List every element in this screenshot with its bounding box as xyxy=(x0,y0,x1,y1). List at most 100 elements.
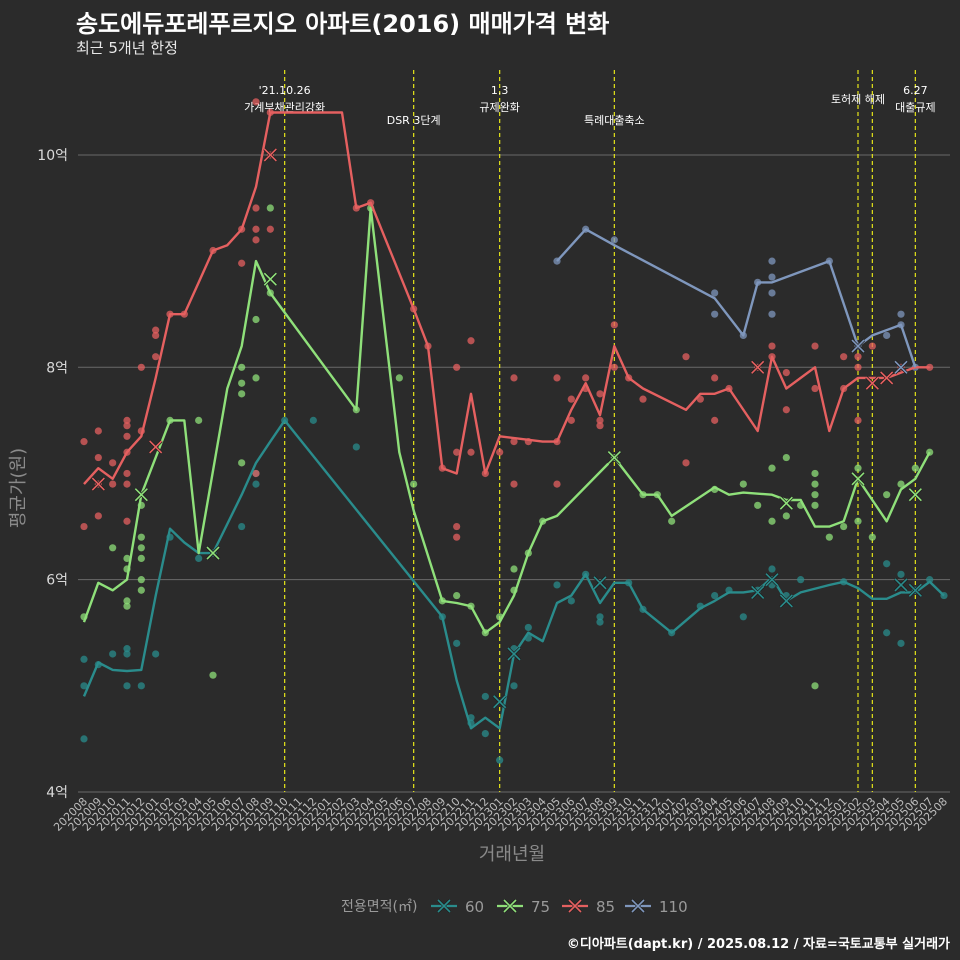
cross-marker-75 xyxy=(205,546,221,561)
transaction-point-60 xyxy=(481,730,489,738)
transaction-point-85 xyxy=(152,331,160,340)
cross-marker-60 xyxy=(893,577,909,593)
transaction-point-75 xyxy=(811,682,819,690)
transaction-point-60 xyxy=(496,756,504,764)
cross-marker-85 xyxy=(148,439,163,454)
legend: 전용면적(㎡) 60 75 85 110 xyxy=(341,898,688,916)
transaction-point-75 xyxy=(123,602,131,610)
transaction-point-85 xyxy=(596,390,604,398)
cross-marker-75-stroke xyxy=(263,272,277,286)
legend-marker-75 xyxy=(502,898,518,914)
transaction-point-85 xyxy=(782,369,790,377)
legend-marker-60 xyxy=(436,898,452,914)
transaction-point-85 xyxy=(610,321,618,329)
cross-marker-75-stroke xyxy=(607,450,621,465)
policy-event-label: 토허제 해제 xyxy=(831,92,885,106)
y-tick-label: 6억 xyxy=(46,573,68,589)
cross-marker-75 xyxy=(607,450,622,465)
transaction-point-75 xyxy=(739,480,747,488)
y-tick-label: 4억 xyxy=(46,785,68,801)
transaction-point-85 xyxy=(854,363,862,371)
transaction-point-75 xyxy=(782,512,790,520)
transaction-point-60 xyxy=(309,416,317,424)
transaction-point-60 xyxy=(553,581,561,589)
legend-label-85: 85 xyxy=(596,898,615,916)
transaction-point-60 xyxy=(883,560,891,568)
transaction-point-85 xyxy=(582,374,590,382)
transaction-point-85 xyxy=(510,480,518,488)
cross-marker-85-stroke xyxy=(880,371,894,385)
transaction-point-60 xyxy=(352,443,360,451)
transaction-point-75 xyxy=(195,416,203,424)
transaction-point-60 xyxy=(524,623,532,632)
legend-title: 전용면적(㎡) xyxy=(341,899,417,915)
transaction-point-85 xyxy=(682,459,690,467)
legend-marker-110-stroke xyxy=(631,899,645,913)
cross-marker-110-stroke xyxy=(894,360,908,374)
transaction-point-75 xyxy=(453,591,461,600)
cross-marker-60 xyxy=(492,694,507,709)
transaction-point-85 xyxy=(610,363,618,371)
transaction-point-85 xyxy=(123,517,131,525)
cross-marker-85 xyxy=(750,360,765,375)
cross-marker-75-stroke xyxy=(908,488,922,502)
cross-marker-60-stroke xyxy=(765,573,779,587)
cross-marker-110 xyxy=(850,338,866,354)
transaction-point-85 xyxy=(682,353,690,361)
transaction-point-75 xyxy=(137,576,145,584)
transaction-point-75 xyxy=(137,586,145,594)
transaction-point-85 xyxy=(252,225,260,233)
transaction-point-85 xyxy=(711,374,719,382)
cross-marker-60-stroke xyxy=(908,583,922,597)
transaction-point-85 xyxy=(567,395,575,403)
transaction-point-85 xyxy=(123,422,131,430)
transaction-point-110 xyxy=(768,289,776,297)
cross-marker-60-stroke xyxy=(507,647,521,661)
transaction-point-75 xyxy=(768,464,776,472)
transaction-point-85 xyxy=(510,374,518,382)
transaction-point-85 xyxy=(453,448,461,456)
source-caption: ©디아파트(dapt.kr) / 2025.08.12 / 자료=국토교통부 실… xyxy=(566,937,950,952)
transaction-point-75 xyxy=(811,501,819,509)
cross-marker-60-stroke xyxy=(894,578,908,592)
transaction-point-60 xyxy=(596,613,604,621)
transaction-point-60 xyxy=(926,576,934,584)
transaction-point-85 xyxy=(94,427,102,435)
transaction-point-60 xyxy=(453,639,461,647)
grid-layer xyxy=(78,154,950,793)
transaction-point-60 xyxy=(123,650,131,658)
transaction-point-60 xyxy=(481,692,489,701)
transaction-point-85 xyxy=(596,422,604,430)
transaction-point-85 xyxy=(840,353,848,361)
transaction-point-85 xyxy=(768,342,776,350)
transaction-point-110 xyxy=(768,273,776,281)
transaction-point-75 xyxy=(238,459,246,467)
transaction-point-75 xyxy=(754,501,762,509)
cross-marker-85-stroke xyxy=(91,477,105,491)
legend-label-110: 110 xyxy=(659,898,688,916)
transaction-point-85 xyxy=(868,342,876,350)
transaction-point-60 xyxy=(797,576,805,584)
policy-event-label: 특례대출축소 xyxy=(584,114,645,127)
transaction-point-110 xyxy=(610,236,618,244)
line-layer xyxy=(82,111,945,730)
series-line-60 xyxy=(82,419,945,730)
cross-marker-60 xyxy=(592,575,608,590)
transaction-point-60 xyxy=(80,735,88,743)
y-tick-label: 8억 xyxy=(46,360,68,376)
transaction-point-60 xyxy=(80,655,88,663)
transaction-point-85 xyxy=(453,363,461,371)
series-line-110 xyxy=(556,228,917,368)
transaction-point-75 xyxy=(825,533,833,541)
transaction-point-75 xyxy=(252,374,260,382)
legend-label-75: 75 xyxy=(531,898,550,916)
cross-marker-85 xyxy=(879,370,894,385)
cross-marker-85-stroke xyxy=(149,440,163,454)
transaction-point-60 xyxy=(123,645,131,653)
legend-marker-75-stroke xyxy=(503,899,517,913)
transaction-point-60 xyxy=(137,682,145,690)
cross-marker-85-stroke xyxy=(751,360,765,374)
y-tick-label: 10억 xyxy=(37,148,68,164)
cross-marker-75 xyxy=(850,471,866,486)
